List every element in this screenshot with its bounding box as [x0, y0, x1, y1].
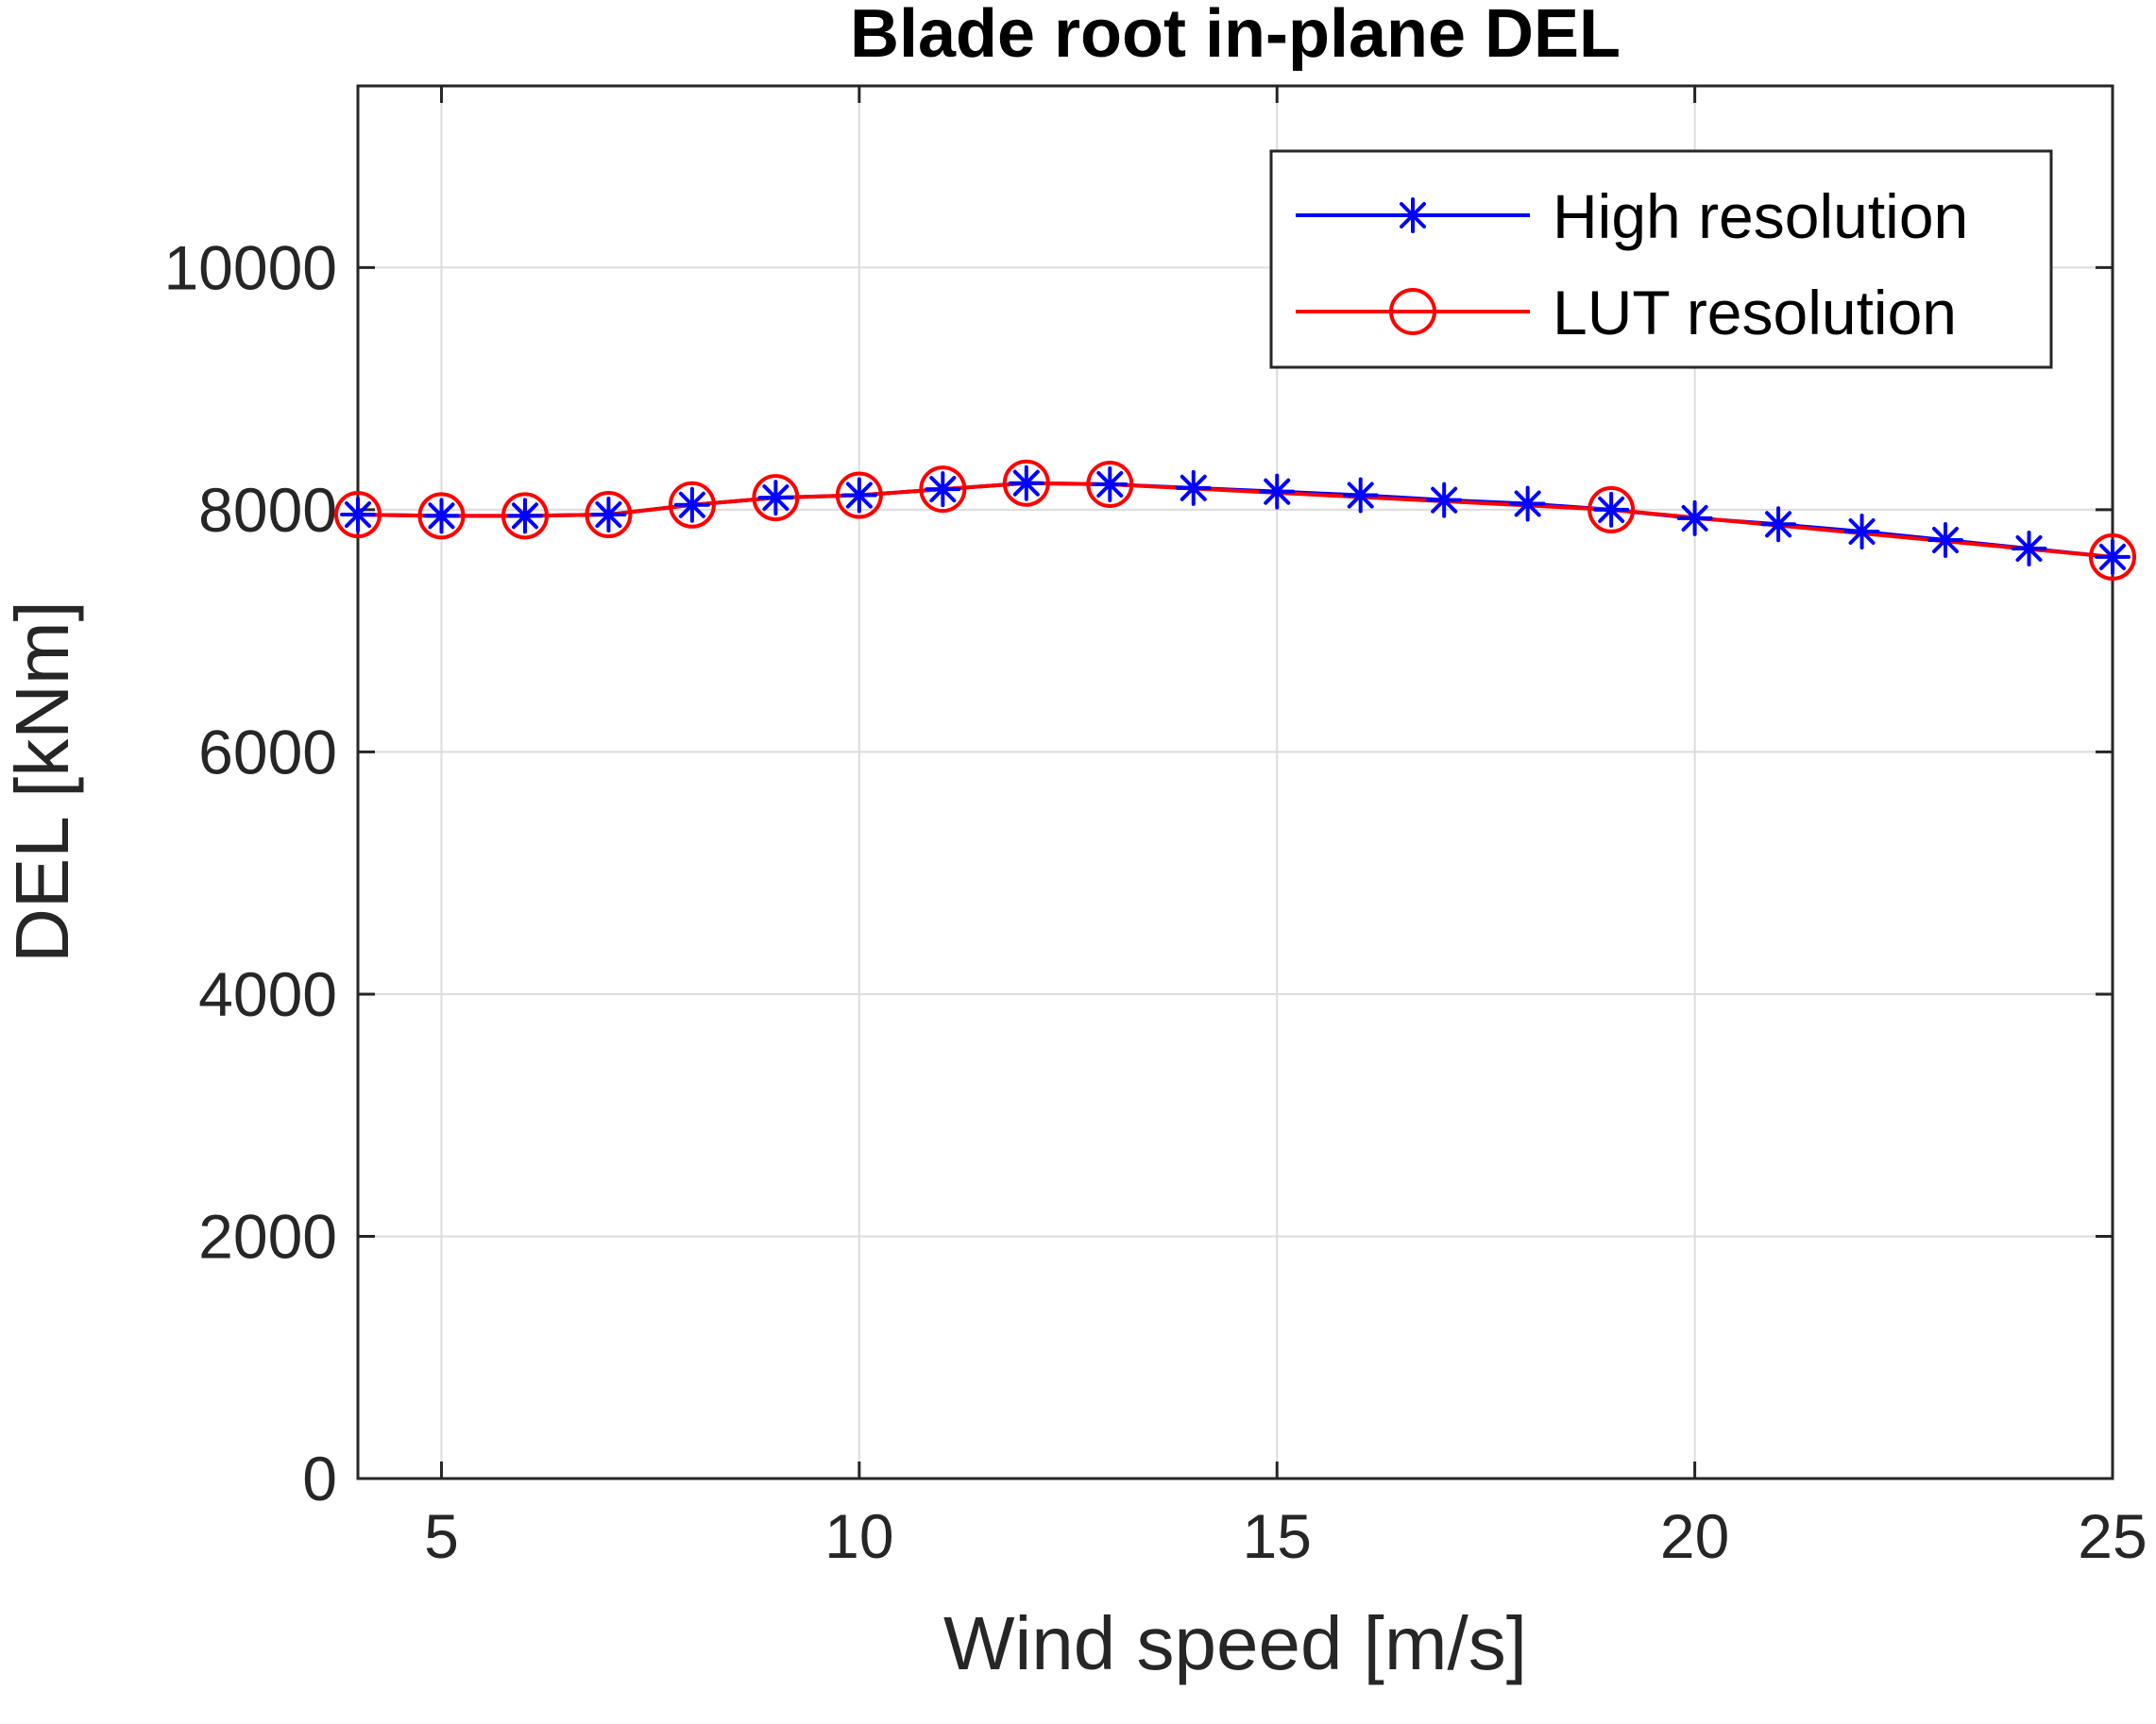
lut-resolution-point: [1587, 485, 1636, 533]
y-tick-label: 10000: [163, 232, 337, 302]
y-tick-label: 2000: [198, 1201, 337, 1271]
high-resolution-point: [840, 477, 877, 514]
y-tick-label: 8000: [198, 475, 337, 545]
high-resolution-point: [757, 480, 794, 516]
legend-marker-high-resolution: [1395, 197, 1431, 233]
lut-resolution-point: [585, 491, 633, 539]
y-tick-label: 0: [302, 1444, 337, 1513]
lut-resolution-point: [501, 492, 549, 540]
high-resolution-point: [1426, 482, 1463, 518]
high-resolution-point: [1008, 465, 1044, 501]
high-resolution-point: [1760, 506, 1797, 543]
lut-resolution-point: [1002, 459, 1050, 507]
high-resolution-point: [1843, 514, 1880, 549]
high-resolution-point: [1092, 465, 1129, 502]
lut-resolution-point: [1086, 460, 1134, 508]
high-resolution-point: [2011, 530, 2047, 566]
y-tick-label: 6000: [198, 717, 337, 786]
legend-asterisk-icon: [1395, 197, 1431, 233]
lut-resolution-point: [2089, 532, 2136, 581]
axis-ticks: 5 10 15 20 25 0 2000 4000 6000 8000 10000: [163, 86, 2148, 1571]
high-resolution-point: [506, 498, 543, 534]
lut-resolution-point: [668, 481, 716, 529]
lut-resolution-point: [417, 492, 466, 540]
high-resolution-point: [673, 486, 710, 523]
lut-resolution-point: [919, 465, 967, 514]
high-resolution-point: [1259, 473, 1296, 510]
x-tick-label: 25: [2078, 1501, 2147, 1571]
legend-label-high-resolution: High resolution: [1553, 181, 1968, 251]
high-resolution-point: [2095, 538, 2131, 575]
high-resolution-point: [1175, 469, 1212, 506]
legend-marker-lut-resolution: [1389, 288, 1436, 335]
high-resolution-point: [423, 498, 460, 534]
high-resolution-point: [1509, 485, 1546, 522]
y-tick-label: 4000: [198, 959, 337, 1029]
high-resolution-point: [1342, 477, 1379, 514]
lut-resolution-point: [752, 474, 800, 522]
high-resolution-point: [1927, 521, 1964, 558]
x-tick-label: 20: [1660, 1501, 1729, 1571]
high-resolution-point: [1676, 499, 1713, 536]
legend-label-lut-resolution: LUT resolution: [1553, 278, 1957, 347]
series-layer: [334, 459, 2136, 581]
plot-area-frame: [356, 84, 2114, 1480]
x-axis-label: Wind speed [m/s]: [943, 1601, 1527, 1685]
high-resolution-point: [925, 471, 961, 508]
legend-circle-icon: [1389, 288, 1436, 335]
high-resolution-point: [1593, 491, 1630, 528]
high-resolution-point: [590, 497, 627, 533]
lut-resolution-point: [334, 491, 382, 539]
x-tick-label: 15: [1243, 1501, 1312, 1571]
x-tick-label: 5: [424, 1501, 459, 1571]
chart-title: Blade root in-plane DEL: [850, 0, 1621, 72]
y-axis-label: DEL [kNm]: [0, 600, 84, 963]
x-tick-label: 10: [824, 1501, 893, 1571]
lut-resolution-point: [835, 471, 883, 519]
legend: High resolution LUT resolution: [1269, 149, 2053, 369]
high-resolution-point: [340, 497, 376, 533]
